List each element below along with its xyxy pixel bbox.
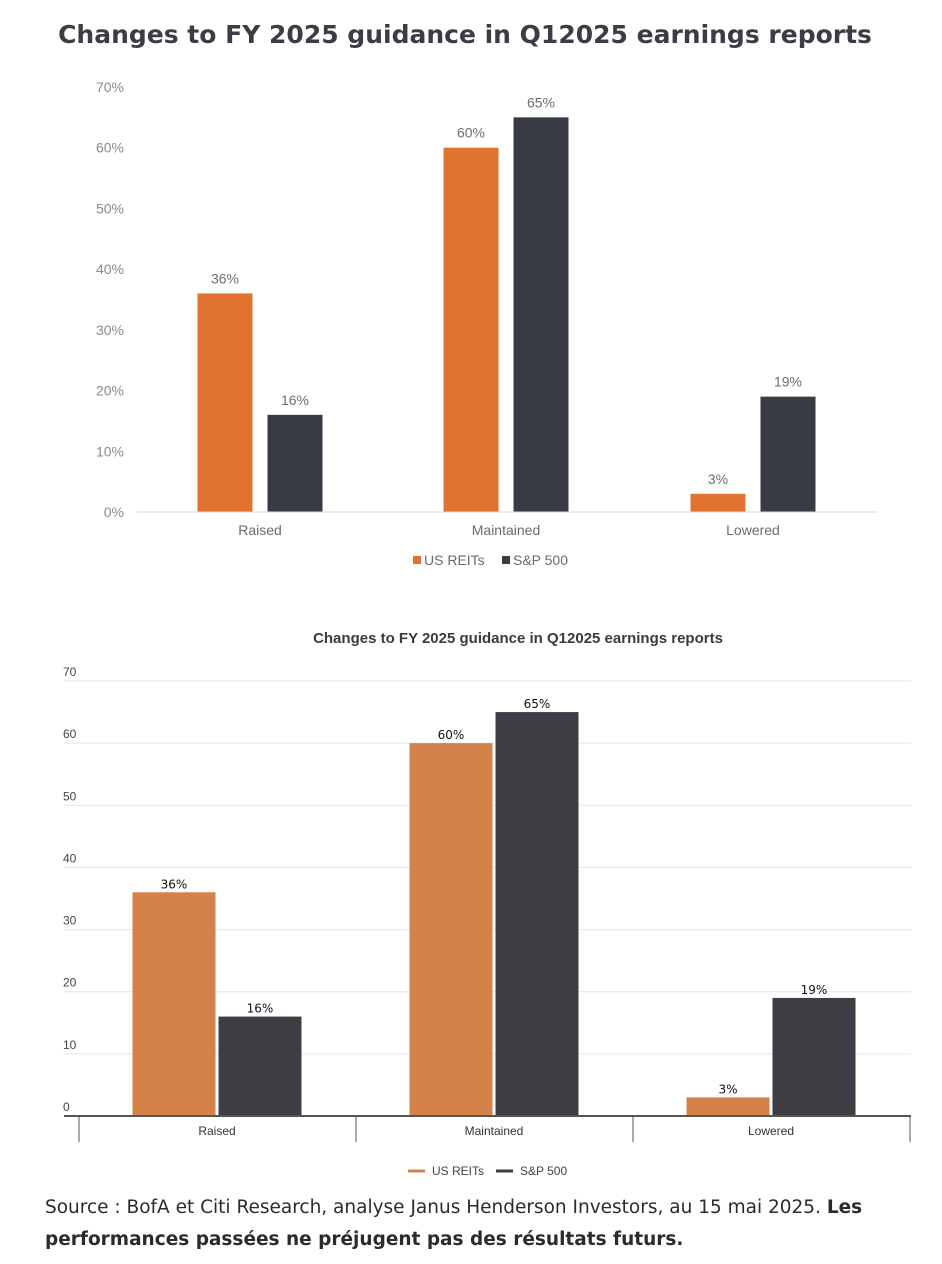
chart-top-title: Changes to FY 2025 guidance in Q12025 ea…: [58, 20, 872, 49]
category-label-lowered: Lowered: [726, 522, 780, 538]
y-tick-label: 0: [63, 1100, 70, 1114]
y-tick-label: 50%: [96, 200, 124, 216]
y-tick-label: 70%: [96, 79, 124, 95]
data-label-sp-500-lowered: 19%: [801, 983, 828, 997]
legend-label-us-reits-2: US REITs: [432, 1164, 484, 1178]
chart-top-legend: US REITs S&P 500: [413, 552, 568, 568]
data-label-us-reits-lowered: 3%: [708, 471, 728, 487]
y-tick-label: 30: [63, 914, 77, 928]
y-tick-label: 70: [63, 665, 77, 679]
category-label-raised: Raised: [198, 1124, 235, 1138]
bar-sp-500-lowered: [772, 997, 856, 1116]
y-tick-label: 60: [63, 727, 77, 741]
y-tick-label: 0%: [104, 504, 124, 520]
source-text: Source : BofA et Citi Research, analyse …: [45, 1197, 827, 1218]
chart-bottom: Changes to FY 2025 guidance in Q12025 ea…: [63, 630, 911, 1178]
y-tick-label: 40: [63, 851, 77, 865]
category-label-lowered: Lowered: [748, 1124, 794, 1138]
data-label-sp-500-raised: 16%: [281, 392, 309, 408]
data-label-us-reits-raised: 36%: [211, 270, 239, 286]
y-tick-label: 60%: [96, 140, 124, 156]
data-label-us-reits-raised: 36%: [161, 877, 188, 891]
bar-us-reits-raised: [197, 293, 253, 512]
data-label-sp-500-lowered: 19%: [774, 374, 802, 390]
legend-swatch-sp500: [502, 556, 510, 564]
source-note: Source : BofA et Citi Research, analyse …: [45, 1192, 905, 1256]
data-label-sp-500-maintained: 65%: [524, 697, 551, 711]
bar-us-reits-lowered: [686, 1097, 770, 1116]
category-label-maintained: Maintained: [465, 1124, 524, 1138]
data-label-us-reits-lowered: 3%: [718, 1082, 737, 1096]
bar-us-reits-maintained: [443, 147, 499, 512]
bar-us-reits-maintained: [409, 743, 493, 1116]
bar-sp-500-maintained: [495, 712, 579, 1116]
y-tick-label: 10: [63, 1038, 77, 1052]
legend-swatch-us-reits: [413, 556, 421, 564]
y-tick-label: 20: [63, 976, 77, 990]
bar-us-reits-lowered: [690, 493, 746, 512]
y-tick-label: 40%: [96, 261, 124, 277]
y-tick-label: 20%: [96, 383, 124, 399]
bar-sp-500-maintained: [513, 117, 569, 512]
y-tick-label: 30%: [96, 322, 124, 338]
bar-sp-500-raised: [218, 1016, 302, 1116]
bar-sp-500-lowered: [760, 396, 816, 512]
category-label-maintained: Maintained: [472, 522, 541, 538]
y-tick-label: 10%: [96, 443, 124, 459]
data-label-us-reits-maintained: 60%: [438, 728, 465, 742]
chart-bottom-title: Changes to FY 2025 guidance in Q12025 ea…: [313, 630, 723, 647]
category-label-raised: Raised: [238, 522, 282, 538]
legend-label-us-reits: US REITs: [424, 552, 485, 568]
bar-us-reits-raised: [132, 892, 216, 1116]
disclaimer-text: Les performances passées ne préjugent pa…: [45, 1197, 863, 1250]
data-label-us-reits-maintained: 60%: [457, 125, 485, 141]
legend-label-sp500-2: S&P 500: [520, 1164, 567, 1178]
data-label-sp-500-maintained: 65%: [527, 94, 555, 110]
y-tick-label: 50: [63, 789, 77, 803]
chart-bottom-legend: US REITs S&P 500: [408, 1164, 567, 1178]
chart-top: Changes to FY 2025 guidance in Q12025 ea…: [58, 20, 877, 568]
bar-sp-500-raised: [267, 414, 323, 512]
data-label-sp-500-raised: 16%: [247, 1002, 274, 1016]
legend-label-sp500: S&P 500: [513, 552, 568, 568]
